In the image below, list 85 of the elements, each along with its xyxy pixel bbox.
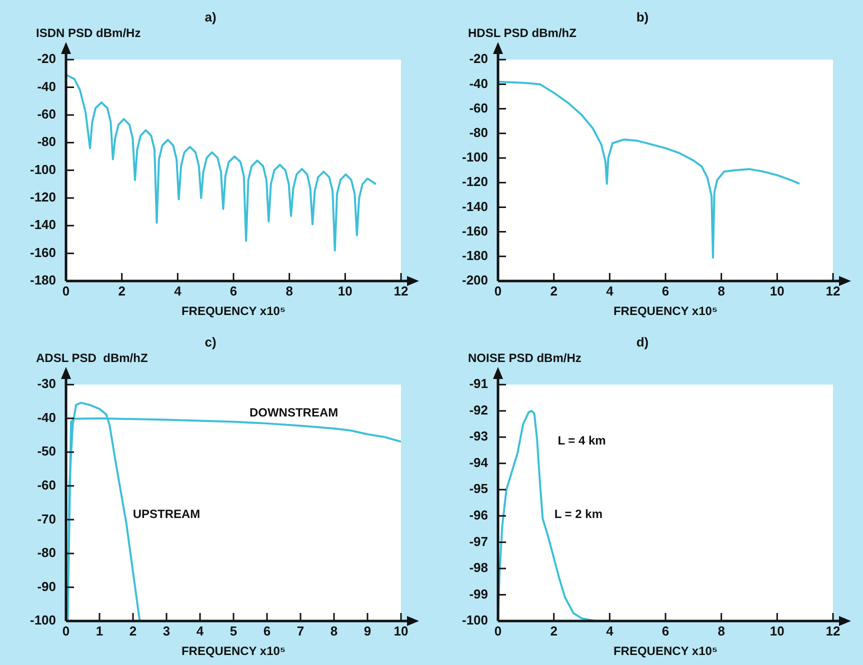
y-tick-label: -80 xyxy=(37,545,56,560)
chart-title: b) xyxy=(636,9,649,24)
y-tick-label: -160 xyxy=(30,244,56,260)
x-tick-label: 8 xyxy=(286,283,293,298)
y-axis-title: NOISE PSD dBm/Hz xyxy=(468,350,582,365)
y-tick-label: -40 xyxy=(37,78,56,94)
x-tick-label: 0 xyxy=(62,623,70,638)
x-axis-title: FREQUENCY x10⁵ xyxy=(181,304,286,318)
x-tick-label: 1 xyxy=(96,623,104,638)
y-axis-title: ISDN PSD dBm/Hz xyxy=(36,26,141,40)
x-tick-label: 10 xyxy=(394,623,408,638)
x-tick-label: 0 xyxy=(494,283,502,298)
annotation: UPSTREAM xyxy=(132,506,200,521)
y-tick-label: -91 xyxy=(469,376,488,392)
chart-title: a) xyxy=(204,9,216,24)
y-tick-label: -60 xyxy=(37,477,56,492)
y-tick-label: -100 xyxy=(462,612,488,628)
y-tick-label: -92 xyxy=(469,402,488,418)
y-tick-label: -100 xyxy=(30,162,56,177)
y-tick-label: -40 xyxy=(37,410,56,425)
y-tick-label: -140 xyxy=(30,217,56,232)
x-tick-label: 8 xyxy=(718,623,725,638)
chart-title: c) xyxy=(204,334,216,350)
y-tick-label: -95 xyxy=(469,481,488,496)
y-tick-label: -60 xyxy=(469,100,488,116)
y-tick-label: -50 xyxy=(37,444,56,459)
x-tick-label: 10 xyxy=(338,283,352,298)
x-tick-label: 6 xyxy=(263,623,271,638)
x-tick-label: 2 xyxy=(550,623,558,638)
x-tick-label: 4 xyxy=(606,283,614,298)
y-tick-label: -180 xyxy=(30,272,56,288)
x-tick-label: 7 xyxy=(296,623,304,638)
y-tick-label: -20 xyxy=(469,51,488,66)
y-tick-label: -120 xyxy=(462,174,488,190)
x-tick-label: 2 xyxy=(129,623,137,638)
x-tick-label: 8 xyxy=(718,283,725,298)
y-tick-label: -93 xyxy=(469,428,488,444)
x-tick-label: 6 xyxy=(230,283,238,298)
y-tick-label: -94 xyxy=(469,454,489,470)
y-tick-label: -99 xyxy=(469,586,488,602)
annotation: DOWNSTREAM xyxy=(249,405,338,420)
x-tick-label: 12 xyxy=(826,623,840,638)
y-axis-title: ADSL PSD dBm/hZ xyxy=(36,350,148,365)
x-tick-label: 12 xyxy=(826,283,840,298)
y-tick-label: -200 xyxy=(462,272,488,288)
x-tick-label: 3 xyxy=(162,623,170,638)
y-tick-label: -100 xyxy=(30,612,56,628)
y-tick-label: -96 xyxy=(469,508,488,523)
y-tick-label: -160 xyxy=(462,223,488,238)
x-axis-title: FREQUENCY x10⁵ xyxy=(613,644,718,658)
y-tick-label: -180 xyxy=(462,248,488,263)
y-tick-label: -97 xyxy=(469,534,488,549)
y-tick-label: -120 xyxy=(30,190,56,205)
y-tick-label: -70 xyxy=(37,511,56,526)
x-tick-label: 5 xyxy=(230,623,238,638)
x-tick-label: 12 xyxy=(394,283,408,298)
x-tick-label: 4 xyxy=(606,623,614,638)
x-tick-label: 2 xyxy=(550,283,558,298)
x-axis-title: FREQUENCY x10⁵ xyxy=(613,304,718,318)
x-tick-label: 2 xyxy=(118,283,126,298)
x-tick-label: 6 xyxy=(662,623,670,638)
x-tick-label: 6 xyxy=(662,283,670,298)
y-tick-label: -30 xyxy=(37,376,56,392)
chart-title: d) xyxy=(636,334,649,350)
x-tick-label: 10 xyxy=(770,623,784,638)
y-tick-label: -80 xyxy=(37,134,56,150)
y-axis-title: HDSL PSD dBm/hZ xyxy=(468,26,576,40)
annotation: L = 4 km xyxy=(558,434,606,448)
y-tick-label: -40 xyxy=(469,76,488,91)
x-tick-label: 10 xyxy=(770,283,784,298)
y-tick-label: -98 xyxy=(469,560,488,576)
y-tick-label: -20 xyxy=(37,51,56,66)
y-tick-label: -100 xyxy=(462,150,488,165)
x-tick-label: 4 xyxy=(174,283,182,298)
x-tick-label: 0 xyxy=(62,283,70,298)
y-tick-label: -90 xyxy=(37,578,56,594)
annotation: L = 2 km xyxy=(554,506,602,521)
x-tick-label: 0 xyxy=(494,623,502,638)
y-tick-label: -60 xyxy=(37,106,56,122)
x-tick-label: 8 xyxy=(330,623,338,638)
y-tick-label: -80 xyxy=(469,124,488,140)
x-tick-label: 9 xyxy=(364,623,372,638)
x-tick-label: 4 xyxy=(196,623,204,638)
x-axis-title: FREQUENCY x10⁵ xyxy=(181,644,286,658)
y-tick-label: -140 xyxy=(462,198,488,214)
